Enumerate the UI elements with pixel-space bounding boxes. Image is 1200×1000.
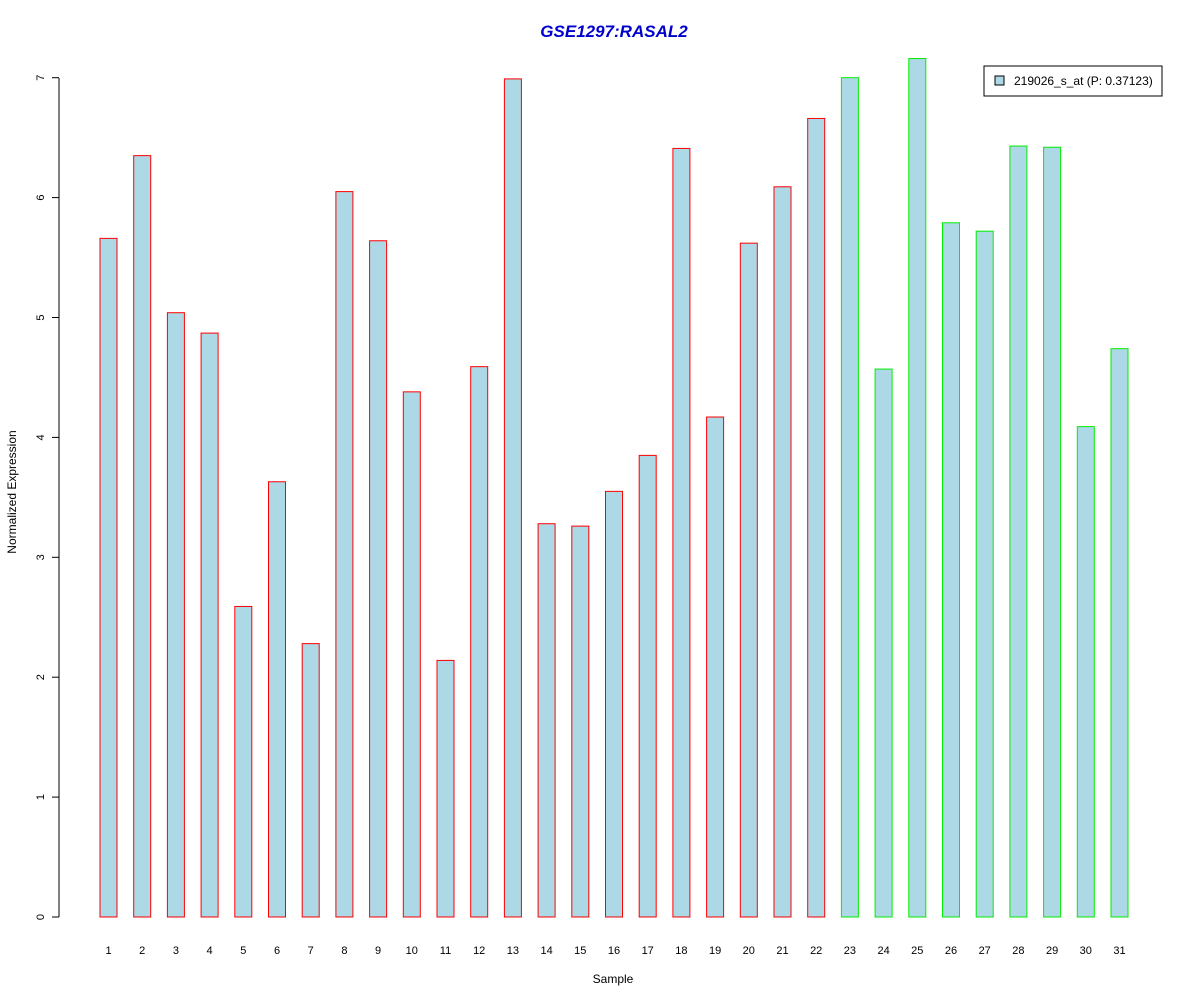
x-tick-label: 30	[1080, 945, 1092, 957]
x-tick-label: 9	[375, 945, 381, 957]
x-tick-label: 21	[776, 945, 788, 957]
x-tick-label: 27	[979, 945, 991, 957]
x-tick-label: 5	[240, 945, 246, 957]
x-tick-label: 10	[406, 945, 418, 957]
bar	[402, 391, 421, 918]
bar	[840, 77, 859, 918]
y-tick-label: 0	[35, 914, 47, 920]
x-tick-label: 31	[1113, 945, 1125, 957]
y-tick-label: 5	[35, 314, 47, 320]
bar	[807, 117, 826, 918]
x-tick-label: 13	[507, 945, 519, 957]
x-tick-label: 19	[709, 945, 721, 957]
x-tick-label: 29	[1046, 945, 1058, 957]
x-tick-label: 1	[105, 945, 111, 957]
bar	[706, 416, 725, 918]
y-axis-title: Normalized Expression	[5, 430, 19, 553]
bar	[638, 454, 657, 918]
x-axis-title: Sample	[593, 972, 634, 986]
x-tick-label: 28	[1012, 945, 1024, 957]
x-axis-tick-labels: 1 2 3 4 5 6 7 8 9 10 11 12 13 14 15 16 17 18 19 20 21 22 23 24 2…	[105, 945, 1125, 957]
x-tick-label: 25	[911, 945, 923, 957]
bar	[942, 222, 960, 918]
x-tick-label: 26	[945, 945, 957, 957]
legend-label: 219026_s_at (P: 0.37123)	[1014, 74, 1153, 88]
legend-box	[983, 65, 1163, 97]
bar	[1110, 348, 1129, 918]
chart-title: GSE1297:RASAL2	[540, 22, 688, 41]
y-tick-label: 1	[35, 794, 47, 800]
x-tick-label: 23	[844, 945, 856, 957]
bar	[1043, 146, 1062, 918]
legend-swatch	[994, 75, 1005, 86]
y-tick-label: 2	[35, 674, 47, 680]
x-tick-label: 8	[341, 945, 347, 957]
bar	[1076, 426, 1095, 918]
bar	[436, 659, 455, 918]
x-tick-label: 15	[574, 945, 586, 957]
x-tick-label: 18	[675, 945, 687, 957]
x-tick-label: 11	[440, 945, 451, 957]
bar	[133, 155, 152, 918]
bar	[1009, 145, 1028, 918]
bar	[908, 58, 927, 918]
x-tick-label: 20	[743, 945, 755, 957]
bar	[571, 525, 590, 918]
bar	[773, 186, 792, 918]
x-tick-label: 4	[207, 945, 213, 957]
bars	[99, 58, 1129, 918]
x-tick-label: 2	[139, 945, 145, 957]
x-tick-label: 12	[473, 945, 485, 957]
y-tick-label: 7	[35, 75, 47, 81]
x-tick-label: 17	[642, 945, 654, 957]
bar	[605, 490, 623, 918]
bar	[975, 230, 994, 918]
y-tick-label: 4	[35, 434, 47, 440]
x-tick-label: 6	[274, 945, 280, 957]
bar	[874, 368, 893, 918]
bar	[470, 366, 489, 918]
bar	[99, 237, 118, 918]
bar	[335, 191, 354, 918]
x-tick-label: 22	[810, 945, 822, 957]
bar	[166, 312, 185, 918]
bar	[234, 605, 253, 918]
x-tick-label: 16	[608, 945, 620, 957]
x-tick-label: 24	[877, 945, 889, 957]
bar	[672, 147, 691, 918]
x-tick-label: 3	[173, 945, 179, 957]
y-tick-label: 6	[35, 195, 47, 201]
x-tick-label: 7	[308, 945, 314, 957]
bar	[369, 240, 388, 918]
bar	[301, 643, 320, 918]
bar	[503, 78, 522, 918]
y-tick-label: 3	[35, 554, 47, 560]
bar	[739, 242, 758, 918]
legend: 219026_s_at (P: 0.37123)	[983, 65, 1163, 97]
x-tick-label: 14	[540, 945, 552, 957]
y-axis-ticks: 0 1 2 3 4 5 6 7	[35, 75, 59, 920]
bar	[268, 481, 286, 918]
bar	[200, 332, 219, 918]
bar	[537, 523, 556, 918]
